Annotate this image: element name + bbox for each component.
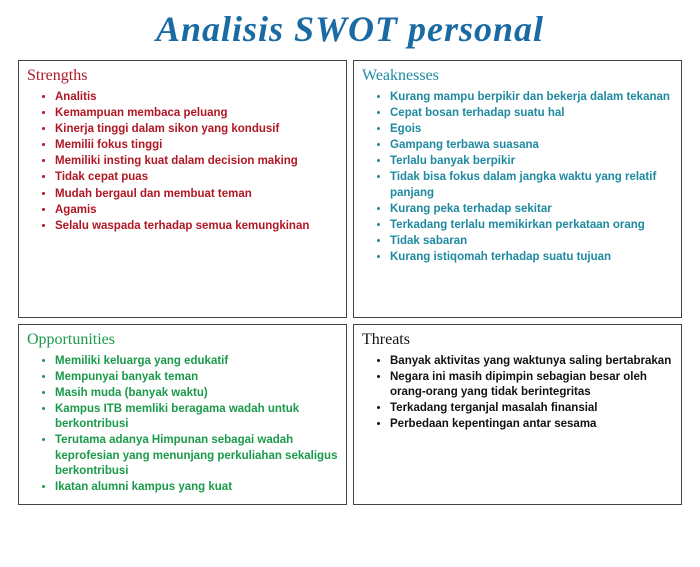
list-item: Egois <box>390 121 673 137</box>
quadrant-title-weaknesses: Weaknesses <box>362 67 673 85</box>
quadrant-threats: Threats Banyak aktivitas yang waktunya sa… <box>353 324 682 505</box>
list-item: Ikatan alumni kampus yang kuat <box>55 479 338 495</box>
quadrant-list-opportunities: Memiliki keluarga yang edukatifMempunyai… <box>27 353 338 496</box>
list-item: Kurang peka terhadap sekitar <box>390 201 673 217</box>
list-item: Kurang istiqomah terhadap suatu tujuan <box>390 250 673 266</box>
list-item: Kurang mampu berpikir dan bekerja dalam … <box>390 89 673 105</box>
list-item: Terkadang terganjal masalah finansial <box>390 401 673 417</box>
list-item: Masih muda (banyak waktu) <box>55 385 338 401</box>
quadrant-list-weaknesses: Kurang mampu berpikir dan bekerja dalam … <box>362 89 673 266</box>
list-item: Memiliki insting kuat dalam decision mak… <box>55 154 338 170</box>
list-item: Mempunyai banyak teman <box>55 369 338 385</box>
list-item: Tidak cepat puas <box>55 170 338 186</box>
quadrant-opportunities: Opportunities Memiliki keluarga yang eduk… <box>18 324 347 505</box>
quadrant-strengths: Strengths AnalitisKemampuan membaca pelua… <box>18 60 347 318</box>
list-item: Mudah bergaul dan membuat teman <box>55 186 338 202</box>
quadrant-weaknesses: Weaknesses Kurang mampu berpikir dan beke… <box>353 60 682 318</box>
page-title: Analisis SWOT personal <box>18 8 682 50</box>
list-item: Terkadang terlalu memikirkan perkataan o… <box>390 217 673 233</box>
list-item: Perbedaan kepentingan antar sesama <box>390 417 673 433</box>
quadrant-title-threats: Threats <box>362 331 673 349</box>
list-item: Terlalu banyak berpikir <box>390 154 673 170</box>
list-item: Selalu waspada terhadap semua kemungkina… <box>55 218 338 234</box>
quadrant-list-strengths: AnalitisKemampuan membaca peluangKinerja… <box>27 89 338 235</box>
list-item: Banyak aktivitas yang waktunya saling be… <box>390 353 673 369</box>
quadrant-list-threats: Banyak aktivitas yang waktunya saling be… <box>362 353 673 433</box>
list-item: Tidak bisa fokus dalam jangka waktu yang… <box>390 170 673 201</box>
list-item: Kinerja tinggi dalam sikon yang kondusif <box>55 121 338 137</box>
list-item: Agamis <box>55 202 338 218</box>
swot-grid: Strengths AnalitisKemampuan membaca pelua… <box>18 60 682 505</box>
list-item: Cepat bosan terhadap suatu hal <box>390 105 673 121</box>
list-item: Memilii fokus tinggi <box>55 138 338 154</box>
list-item: Kampus ITB memliki beragama wadah untuk … <box>55 402 338 433</box>
list-item: Negara ini masih dipimpin sebagian besar… <box>390 369 673 400</box>
quadrant-title-strengths: Strengths <box>27 67 338 85</box>
quadrant-title-opportunities: Opportunities <box>27 331 338 349</box>
swot-page: Analisis SWOT personal Strengths Analitis… <box>0 0 700 567</box>
list-item: Tidak sabaran <box>390 234 673 250</box>
list-item: Terutama adanya Himpunan sebagai wadah k… <box>55 433 338 480</box>
list-item: Gampang terbawa suasana <box>390 138 673 154</box>
list-item: Analitis <box>55 89 338 105</box>
list-item: Kemampuan membaca peluang <box>55 105 338 121</box>
list-item: Memiliki keluarga yang edukatif <box>55 353 338 369</box>
